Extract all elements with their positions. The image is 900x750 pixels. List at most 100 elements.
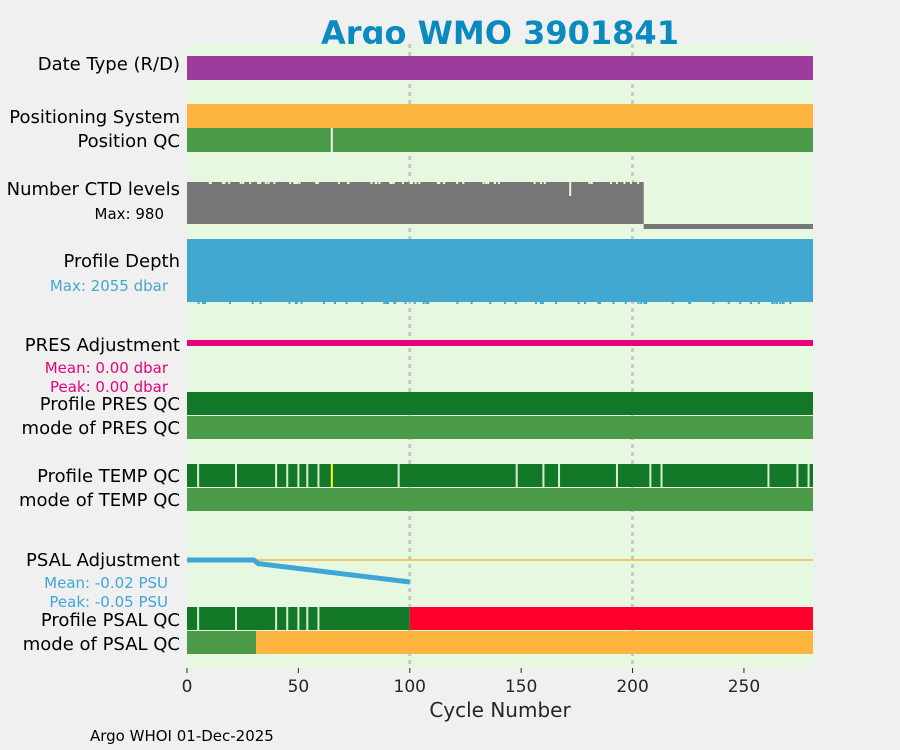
label-psal-adjustment: PSAL Adjustment xyxy=(26,550,180,571)
profile-temp-qc-gap-213 xyxy=(660,464,663,487)
ctd-variation-30 xyxy=(493,180,496,184)
pres-adjustment-line xyxy=(187,340,813,346)
ctd-variation-3 xyxy=(298,180,301,184)
profile-psal-qc-bad-bar xyxy=(409,607,813,630)
depth-variation-7 xyxy=(456,300,459,304)
depth-variation-46 xyxy=(295,300,298,304)
profile-temp-qc-gap-5 xyxy=(197,464,200,487)
ctd-variation-48 xyxy=(462,180,465,184)
profile-temp-qc-gap-40 xyxy=(275,464,278,487)
profile-temp-qc-gap-261 xyxy=(767,464,770,487)
label-profile-depth: Profile Depth xyxy=(63,251,180,272)
profile-psal-qc-gaps xyxy=(197,607,320,630)
mode-psal-qc-good-bar xyxy=(187,631,257,654)
label-profile-psal-qc: Profile PSAL QC xyxy=(41,610,180,631)
ctd-variation-33 xyxy=(637,180,640,184)
ctd-variation-43 xyxy=(610,180,613,184)
depth-variation-32 xyxy=(361,300,364,304)
position-qc-bar xyxy=(187,128,813,152)
profile-temp-qc-gap-279 xyxy=(807,464,810,487)
profile-temp-qc-gap-95 xyxy=(397,464,400,487)
label-positioning-system: Positioning System xyxy=(9,107,180,128)
ctd-variation-2 xyxy=(239,180,242,184)
label-date-type: Date Type (R/D) xyxy=(38,54,180,75)
ctd-levels-bar xyxy=(187,182,644,224)
ctd-variation-dip xyxy=(569,180,572,196)
depth-variation-11 xyxy=(637,300,640,304)
profile-psal-qc-gap-45 xyxy=(286,607,289,630)
profile-temp-qc-gap-208 xyxy=(649,464,652,487)
x-axis-label: Cycle Number xyxy=(429,698,571,722)
ctd-variation-49 xyxy=(370,180,373,184)
mode-temp-qc-bar xyxy=(187,488,813,511)
label-mode-psal-qc: mode of PSAL QC xyxy=(23,634,180,655)
depth-variation-22 xyxy=(712,300,715,304)
profile-temp-qc-gap-50 xyxy=(297,464,300,487)
ctd-variation-58 xyxy=(497,180,500,184)
depth-variation-20 xyxy=(334,300,337,304)
ctd-variation-54 xyxy=(392,180,395,184)
depth-variation-29 xyxy=(643,300,646,304)
depth-variation-4 xyxy=(599,300,602,304)
depth-spike-3 xyxy=(551,290,554,302)
depth-variation-18 xyxy=(727,300,730,304)
ctd-variation-5 xyxy=(418,180,421,184)
profile-temp-qc-gap-274 xyxy=(796,464,799,487)
ctd-variation-26 xyxy=(623,180,626,184)
ctd-variation-50 xyxy=(533,180,536,184)
profile-temp-qc-gap-45 xyxy=(286,464,289,487)
depth-variation-41 xyxy=(757,300,760,304)
profile-pres-qc-bar xyxy=(187,392,813,415)
profile-temp-qc-bar xyxy=(187,464,813,487)
ctd-variation-22 xyxy=(615,180,618,184)
label-ctd-levels: Number CTD levels xyxy=(7,179,180,200)
ctd-variation-53 xyxy=(289,180,292,184)
ctd-variation-21 xyxy=(209,180,212,184)
label-position-qc: Position QC xyxy=(77,131,180,152)
depth-variation-56 xyxy=(554,300,557,304)
ctd-variation-46 xyxy=(401,180,404,184)
depth-variation-2 xyxy=(771,300,774,304)
ctd-variation-36 xyxy=(436,180,439,184)
ctd-variation-45 xyxy=(590,180,593,184)
ctd-variation-41 xyxy=(346,180,349,184)
date-type-bar xyxy=(187,56,813,80)
position-qc-gaps xyxy=(330,128,333,152)
x-tick-label-50: 50 xyxy=(288,677,310,697)
ctd-variation-57 xyxy=(375,180,378,184)
profile-temp-qc-gap-59 xyxy=(317,464,320,487)
ctd-variation-35 xyxy=(293,180,296,184)
ctd-variation-52 xyxy=(249,180,252,184)
label-pres-peak: Peak: 0.00 dbar xyxy=(50,378,169,396)
depth-variation-37 xyxy=(201,300,204,304)
ctd-variation-51 xyxy=(485,180,488,184)
depth-variation-8 xyxy=(422,300,425,304)
depth-spike-2 xyxy=(364,292,367,302)
profile-temp-qc-gap-160 xyxy=(542,464,545,487)
profile-psal-qc-gap-59 xyxy=(317,607,320,630)
mode-pres-qc-bar xyxy=(187,416,813,439)
depth-variation-28 xyxy=(251,300,254,304)
ctd-variation-18 xyxy=(442,180,445,184)
x-tick-label-200: 200 xyxy=(616,677,648,697)
ctd-variation-7 xyxy=(588,180,591,184)
ctd-variation-23 xyxy=(629,180,632,184)
label-psal-peak: Peak: -0.05 PSU xyxy=(49,593,168,611)
ctd-variation-11 xyxy=(543,180,546,184)
depth-variation-52 xyxy=(228,300,231,304)
profile-psal-qc-gap-5 xyxy=(197,607,200,630)
depth-variation-50 xyxy=(671,300,674,304)
depth-variation-21 xyxy=(387,300,390,304)
profile-temp-qc-gap-54 xyxy=(306,464,309,487)
position-qc-gap-65 xyxy=(330,128,333,152)
depth-variation-54 xyxy=(612,300,615,304)
depth-variation-51 xyxy=(204,300,207,304)
depth-variation-25 xyxy=(404,300,407,304)
ctd-variation-19 xyxy=(409,180,412,184)
profile-temp-qc-flag-65 xyxy=(330,464,333,487)
depth-variation-3 xyxy=(427,300,430,304)
ctd-variation-42 xyxy=(223,180,226,184)
profile-temp-qc-gap-193 xyxy=(615,464,618,487)
x-tick-label-0: 0 xyxy=(182,677,193,697)
ctd-variation-12 xyxy=(487,180,490,184)
